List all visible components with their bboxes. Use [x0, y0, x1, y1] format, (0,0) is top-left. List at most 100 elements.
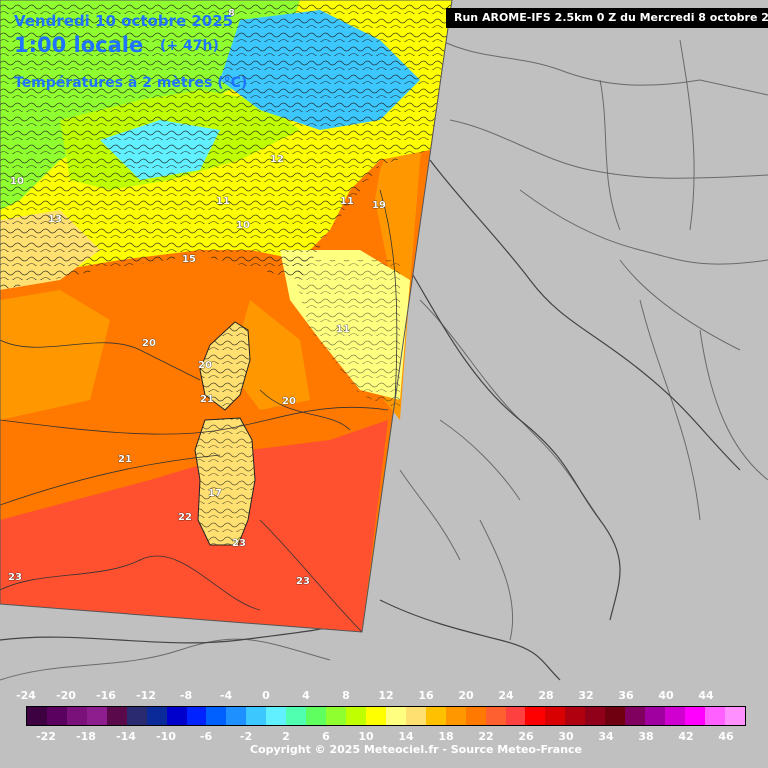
legend-label: 0 — [262, 689, 270, 702]
temp-label: 20 — [142, 338, 156, 349]
legend-swatch — [86, 707, 107, 725]
temp-label: 12 — [270, 154, 284, 165]
temp-label: 19 — [372, 200, 386, 211]
legend-swatch — [246, 707, 267, 725]
legend-swatch — [724, 707, 745, 725]
legend-swatch — [166, 707, 187, 725]
temp-label: 21 — [200, 394, 214, 405]
legend-swatch — [346, 707, 366, 725]
legend-swatch — [365, 707, 386, 725]
temp-label: 23 — [232, 538, 246, 549]
legend-swatch — [66, 707, 87, 725]
legend-swatch — [645, 707, 665, 725]
temp-label: 20 — [198, 360, 212, 371]
variable-title: Températures à 2 mètres (°C) — [14, 75, 248, 91]
legend-label: 38 — [638, 730, 654, 743]
legend-swatch — [465, 707, 486, 725]
temp-label: 8 — [228, 8, 235, 19]
legend-swatch — [206, 707, 227, 725]
legend-label: -14 — [116, 730, 136, 743]
legend-label: -22 — [36, 730, 56, 743]
legend-label: 46 — [718, 730, 734, 743]
run-info: Run AROME-IFS 2.5km 0 Z du Mercredi 8 oc… — [454, 11, 768, 24]
legend-label: 44 — [698, 689, 714, 702]
legend-swatch — [525, 707, 546, 725]
temp-label: 13 — [48, 214, 62, 225]
legend-swatch — [665, 707, 685, 725]
legend-label: 12 — [378, 689, 394, 702]
legend-label: -2 — [239, 730, 253, 743]
temp-label: 15 — [182, 254, 196, 265]
legend-swatch — [385, 707, 406, 725]
legend-swatch — [684, 707, 705, 725]
legend-label: 14 — [398, 730, 414, 743]
temp-label: 17 — [208, 488, 222, 499]
legend-swatch — [425, 707, 446, 725]
legend-label: -8 — [179, 689, 193, 702]
temp-label: 11 — [336, 324, 350, 335]
legend-label: 34 — [598, 730, 614, 743]
legend-label: -10 — [156, 730, 176, 743]
legend-swatch — [505, 707, 526, 725]
legend-swatch — [585, 707, 606, 725]
legend-label: 4 — [302, 689, 310, 702]
color-legend: -24 -20 -16 -12 -8 -4 0 4 8 12 16 20 24 28 32 36 40 44 -2… — [0, 686, 768, 768]
legend-label: 10 — [358, 730, 374, 743]
temp-label: 20 — [282, 396, 296, 407]
legend-label: 22 — [478, 730, 494, 743]
legend-swatches — [26, 706, 746, 726]
legend-label: 18 — [438, 730, 454, 743]
legend-swatch — [146, 707, 167, 725]
temp-label: 21 — [118, 454, 132, 465]
legend-label: 40 — [658, 689, 674, 702]
legend-label: 32 — [578, 689, 594, 702]
model-domain — [0, 0, 453, 633]
legend-swatch — [565, 707, 586, 725]
legend-label: 36 — [618, 689, 634, 702]
legend-swatch — [545, 707, 566, 725]
legend-swatch — [186, 707, 207, 725]
temp-label: 23 — [8, 572, 22, 583]
legend-label: -6 — [199, 730, 213, 743]
legend-swatch — [306, 707, 327, 725]
copyright: Copyright © 2025 Meteociel.fr - Source M… — [250, 743, 583, 756]
legend-label: 26 — [518, 730, 534, 743]
forecast-time: 1:00 locale — [14, 33, 144, 57]
temp-label: 11 — [340, 196, 354, 207]
legend-label: 24 — [498, 689, 514, 702]
temp-label: 10 — [236, 220, 250, 231]
legend-label: 42 — [678, 730, 694, 743]
temp-label: 22 — [178, 512, 192, 523]
legend-label: -16 — [96, 689, 116, 702]
temp-label: 10 — [10, 176, 24, 187]
legend-swatch — [266, 707, 287, 725]
legend-label: -4 — [219, 689, 233, 702]
legend-label: 16 — [418, 689, 434, 702]
legend-swatch — [46, 707, 67, 725]
legend-swatch — [704, 707, 725, 725]
legend-swatch — [326, 707, 346, 725]
forecast-offset: (+ 47h) — [160, 38, 219, 54]
legend-label: -18 — [76, 730, 96, 743]
legend-swatch — [126, 707, 147, 725]
legend-label: 2 — [282, 730, 290, 743]
forecast-date: Vendredi 10 octobre 2025 — [14, 12, 234, 30]
legend-swatch — [286, 707, 307, 725]
legend-swatch — [106, 707, 127, 725]
legend-label: 8 — [342, 689, 350, 702]
legend-label: -12 — [136, 689, 156, 702]
legend-label: -24 — [16, 689, 36, 702]
legend-swatch — [27, 707, 47, 725]
legend-swatch — [226, 707, 247, 725]
legend-label: 28 — [538, 689, 554, 702]
legend-label: 6 — [322, 730, 330, 743]
legend-label: -20 — [56, 689, 76, 702]
legend-label: 20 — [458, 689, 474, 702]
legend-swatch — [485, 707, 506, 725]
temp-label: 11 — [216, 196, 230, 207]
legend-swatch — [605, 707, 626, 725]
legend-swatch — [625, 707, 646, 725]
legend-label: 30 — [558, 730, 574, 743]
